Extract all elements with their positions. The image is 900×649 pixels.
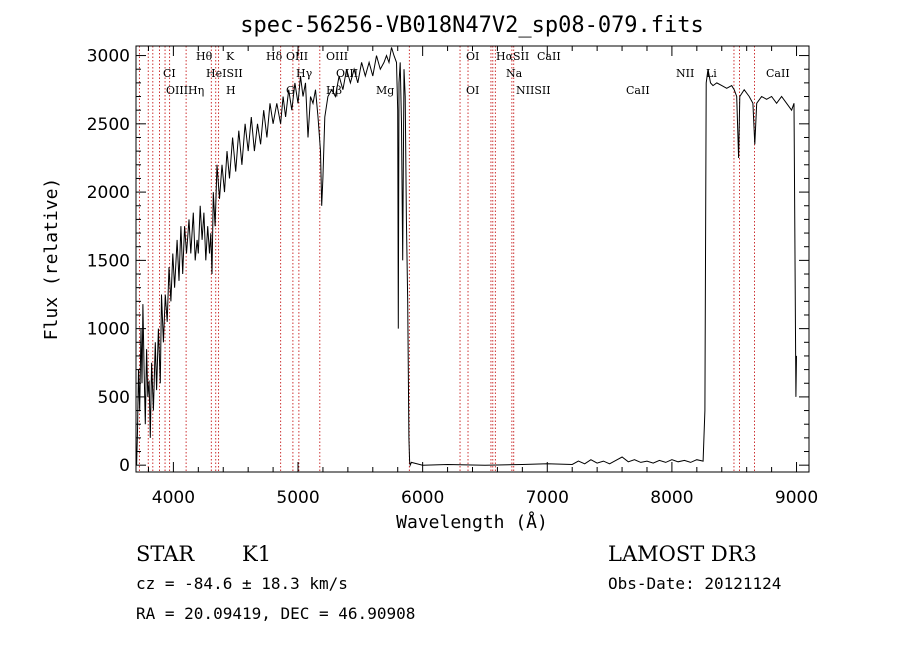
spectral-line-label: Hγ	[296, 67, 313, 80]
spectral-line-label: Hδ	[266, 50, 283, 63]
spectral-line-label: Mg	[376, 84, 394, 97]
spectral-line-label: HαSII	[496, 50, 529, 63]
survey-name: LAMOST DR3	[608, 542, 757, 566]
y-axis-label: Flux (relative)	[41, 178, 62, 341]
spectral-line-label: H	[226, 84, 236, 97]
y-tick-label: 500	[98, 388, 130, 408]
redshift-readout: cz = -84.6 ± 18.3 km/s	[136, 574, 348, 593]
spectral-line-label: CaII	[766, 67, 790, 80]
x-tick-label: 8000	[650, 488, 693, 508]
spectral-line-label: OIII	[326, 50, 348, 63]
x-tick-label: 4000	[152, 488, 195, 508]
coordinates-readout: RA = 20.09419, DEC = 46.90908	[136, 604, 415, 623]
spectral-line-label: CaII	[537, 50, 561, 63]
spectral-line-label: G	[286, 84, 295, 97]
spectral-line-label: CaII	[626, 84, 650, 97]
x-tick-label: 5000	[276, 488, 319, 508]
spectral-line-label: NII	[676, 67, 694, 80]
y-tick-label: 0	[119, 456, 130, 476]
spectral-line-label: Li	[706, 67, 717, 80]
x-tick-label: 6000	[401, 488, 444, 508]
spectral-line-label: CI	[163, 67, 176, 80]
x-axis-ticks: 4000 5000 6000 7000 8000 9000	[147, 46, 818, 508]
object-type: STAR	[136, 542, 195, 566]
plot-frame	[135, 45, 810, 473]
spectral-line-label: OIII	[286, 50, 308, 63]
x-tick-label: 9000	[775, 488, 818, 508]
line-marker-group	[138, 46, 755, 472]
observation-date: Obs-Date: 20121124	[608, 574, 781, 593]
spectral-subclass: K1	[242, 542, 271, 566]
x-axis-label: Wavelength (Å)	[396, 511, 548, 533]
y-tick-label: 1000	[87, 320, 130, 340]
spectral-line-label: OIIIHη	[166, 84, 204, 97]
spectral-line-label: OI	[466, 50, 479, 63]
x-tick-label: 7000	[526, 488, 569, 508]
spectral-line-label: K	[226, 50, 235, 63]
spectral-line-label: Na	[506, 67, 523, 80]
spectral-line-label: HeISII	[206, 67, 243, 80]
y-tick-label: 2000	[87, 183, 130, 203]
spectral-line-label: OI	[466, 84, 479, 97]
y-tick-label: 3000	[87, 47, 130, 67]
y-axis-ticks: 0 500 1000 1500 2000 2500 3000	[87, 47, 809, 476]
spectral-line-label: Hθ	[196, 50, 213, 63]
y-tick-label: 2500	[87, 115, 130, 135]
y-tick-label: 1500	[87, 251, 130, 271]
spectral-line-label: NIISII	[516, 84, 551, 97]
chart-title: spec-56256-VB018N47V2_sp08-079.fits	[240, 13, 704, 38]
flux-series-line	[136, 47, 797, 468]
